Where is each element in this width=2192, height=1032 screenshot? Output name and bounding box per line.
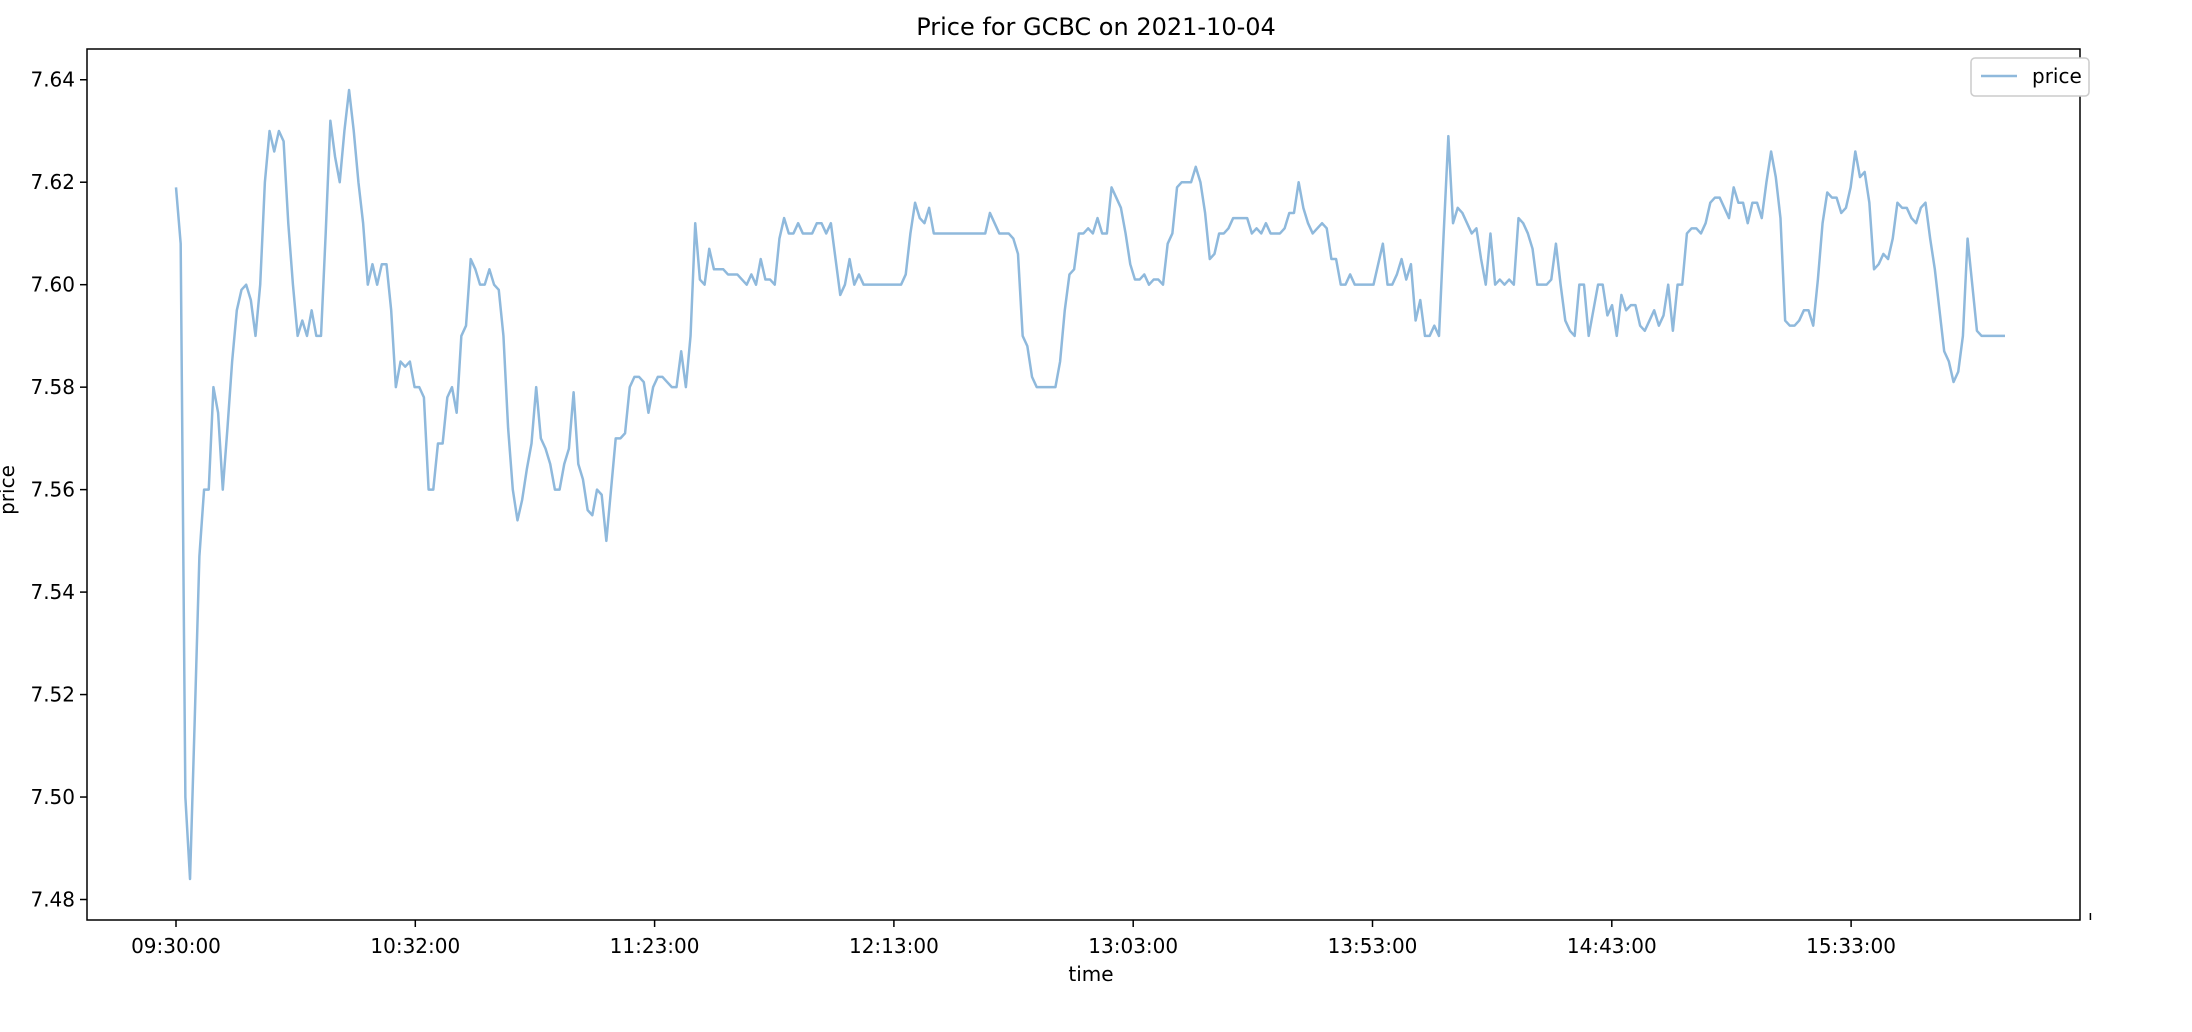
y-tick-label: 7.48 bbox=[30, 888, 75, 912]
x-tick-label: 15:33:00 bbox=[1806, 934, 1896, 958]
x-tick-label: 12:13:00 bbox=[849, 934, 939, 958]
legend-box bbox=[1970, 57, 2090, 97]
y-tick-label: 7.58 bbox=[30, 375, 75, 399]
x-tick-label: 13:03:00 bbox=[1088, 934, 1178, 958]
x-tick-label: 11:23:00 bbox=[610, 934, 700, 958]
y-tick-label: 7.60 bbox=[30, 273, 75, 297]
chart-title: Price for GCBC on 2021-10-04 bbox=[916, 13, 1276, 41]
x-axis: 09:30:00 10:32:00 11:23:00 12:13:00 13:03:00… bbox=[131, 913, 2092, 958]
y-tick-label: 7.52 bbox=[30, 683, 75, 707]
legend-label-price: price bbox=[2032, 64, 2082, 88]
legend: price bbox=[1970, 57, 2090, 97]
y-axis-label: price bbox=[0, 465, 19, 515]
x-tick-label: 10:32:00 bbox=[370, 934, 460, 958]
series-line-price bbox=[174, 88, 2005, 881]
y-tick-label: 7.56 bbox=[30, 478, 75, 502]
y-tick-label: 7.62 bbox=[30, 170, 75, 194]
plot-area bbox=[174, 88, 2005, 881]
y-tick-label: 7.64 bbox=[30, 68, 75, 92]
y-axis: 7.48 7.50 7.52 7.54 7.56 7.58 7.60 7.62 7.64 bbox=[30, 68, 87, 912]
x-tick-label: 14:43:00 bbox=[1567, 934, 1657, 958]
y-tick-label: 7.50 bbox=[30, 785, 75, 809]
x-axis-label: time bbox=[1068, 962, 1113, 986]
x-tick-label: 13:53:00 bbox=[1328, 934, 1418, 958]
plot-frame bbox=[86, 48, 2081, 921]
x-tick-label: 09:30:00 bbox=[131, 934, 221, 958]
y-tick-label: 7.54 bbox=[30, 580, 75, 604]
